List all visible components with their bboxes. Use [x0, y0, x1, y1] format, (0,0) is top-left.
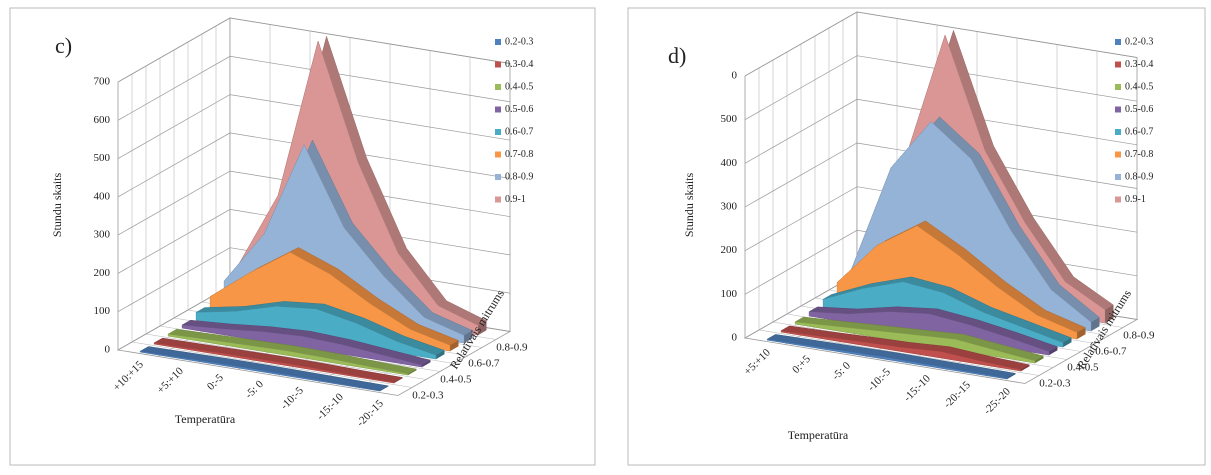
y-tick-label: 100	[94, 305, 111, 317]
legend-swatch	[495, 129, 501, 135]
ribbon-end	[1077, 327, 1086, 340]
y-tick-label: 700	[94, 76, 111, 88]
legend-label: 0.3-0.4	[505, 59, 533, 70]
legend-label: 0.5-0.6	[1125, 104, 1153, 115]
area	[780, 330, 1022, 372]
legend-swatch	[495, 84, 501, 90]
grid-line	[117, 132, 511, 198]
panel-label: c)	[55, 33, 72, 58]
z-tick-label: 0.4-0.5	[440, 373, 472, 385]
y-tick-label: 200	[721, 244, 738, 256]
ribbon-end	[408, 369, 417, 376]
x-axis-label: Temperatūra	[788, 428, 849, 442]
legend-swatch	[495, 196, 501, 203]
ribbon-end	[1007, 373, 1016, 380]
legend-swatch	[495, 61, 501, 68]
y-tick-label: 500	[94, 152, 111, 164]
ribbon-end	[1091, 317, 1100, 332]
x-axis-label: Temperatūra	[175, 412, 236, 426]
legend-label: 0.2-0.3	[1125, 36, 1153, 47]
y-tick-label: 0	[732, 70, 738, 82]
area	[167, 333, 409, 376]
legend-swatch	[495, 151, 501, 158]
legend-swatch	[495, 174, 501, 180]
ribbon-end	[1049, 346, 1058, 356]
z-tick-label: 0.4-0.5	[1067, 361, 1099, 373]
legend-swatch	[1115, 39, 1121, 45]
legend-label: 0.2-0.3	[505, 36, 533, 47]
legend-swatch	[1115, 174, 1121, 180]
area	[766, 338, 1008, 380]
legend-label: 0.8-0.9	[1125, 171, 1153, 182]
ribbon-end	[1105, 305, 1114, 324]
legend-swatch	[495, 106, 501, 113]
y-tick-label: 300	[94, 229, 111, 241]
panel-label: d)	[668, 43, 686, 68]
y-tick-label: 400	[94, 190, 111, 202]
legend-swatch	[1115, 129, 1121, 135]
y-tick-label: 300	[721, 201, 738, 213]
legend-swatch	[495, 39, 501, 45]
z-tick-label: 0.2-0.3	[412, 389, 444, 401]
legend-swatch	[1115, 196, 1121, 203]
z-tick-label: 0.2-0.3	[1039, 377, 1071, 389]
legend-label: 0.7-0.8	[1125, 149, 1153, 160]
ribbon-end	[436, 350, 445, 360]
z-tick-label: 0.8-0.9	[1123, 329, 1155, 341]
grid-line	[744, 98, 1138, 164]
grid-line	[744, 142, 1138, 208]
z-tick-label: 0.6-0.7	[468, 357, 500, 369]
y-axis-label: Stundu skaits	[682, 173, 696, 238]
legend-swatch	[1115, 106, 1121, 113]
y-tick-label: 500	[721, 113, 738, 125]
legend-label: 0.4-0.5	[1125, 81, 1153, 92]
area	[139, 351, 381, 392]
ribbon-end	[1063, 337, 1072, 348]
ribbon-end	[422, 360, 431, 368]
ribbon-end	[380, 385, 389, 392]
area	[153, 342, 395, 384]
grid-line	[117, 94, 511, 159]
y-tick-label: 100	[721, 288, 738, 300]
legend-label: 0.6-0.7	[1125, 126, 1153, 137]
ribbon-end	[450, 340, 459, 352]
legend-label: 0.4-0.5	[505, 81, 533, 92]
z-tick-label: 0.6-0.7	[1095, 345, 1127, 357]
grid-line	[744, 11, 1138, 77]
legend-swatch	[1115, 151, 1121, 158]
legend-swatch	[1115, 61, 1121, 68]
legend-label: 0.5-0.6	[505, 104, 533, 115]
y-tick-label: 600	[94, 114, 111, 126]
grid-line	[117, 209, 511, 274]
y-axis-label: Stundu skaits	[50, 173, 64, 238]
legend-label: 0.6-0.7	[505, 126, 533, 137]
grid-line	[744, 186, 1138, 252]
legend-label: 0.7-0.8	[505, 149, 533, 160]
grid-line	[117, 170, 511, 236]
y-tick-label: 0	[732, 332, 738, 344]
ribbon-end	[1021, 364, 1030, 372]
z-tick-label: 0.8-0.9	[496, 341, 528, 353]
y-tick-label: 400	[721, 157, 738, 169]
ribbon-end	[1035, 356, 1044, 364]
legend-swatch	[1115, 84, 1121, 90]
grid-line	[744, 55, 1138, 121]
legend-label: 0.8-0.9	[505, 171, 533, 182]
grid-line	[117, 55, 511, 121]
ribbon-end	[464, 330, 473, 344]
y-tick-label: 200	[94, 267, 111, 279]
ribbon-end	[394, 377, 403, 384]
legend-label: 0.9-1	[505, 194, 526, 205]
y-tick-label: 0	[105, 344, 111, 356]
ribbon-end	[478, 320, 487, 336]
legend-label: 0.9-1	[1125, 194, 1146, 205]
grid-line	[117, 17, 511, 83]
legend-label: 0.3-0.4	[1125, 59, 1153, 70]
